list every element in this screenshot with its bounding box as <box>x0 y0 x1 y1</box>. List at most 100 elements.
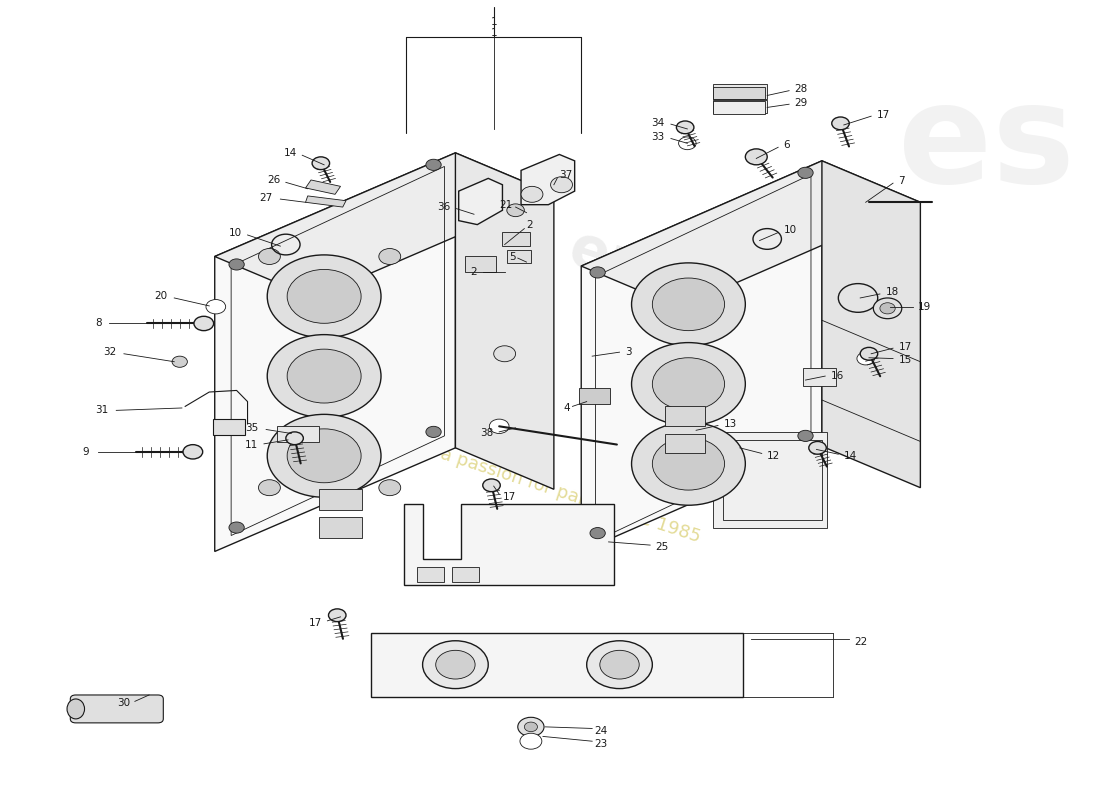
Polygon shape <box>581 161 822 551</box>
Text: 17: 17 <box>899 342 912 351</box>
Bar <box>417 567 444 582</box>
Bar <box>212 419 245 435</box>
Text: es: es <box>898 78 1075 212</box>
Circle shape <box>183 445 202 459</box>
Bar <box>713 86 764 99</box>
Circle shape <box>507 204 525 217</box>
FancyBboxPatch shape <box>70 695 163 723</box>
Bar <box>319 517 362 538</box>
Circle shape <box>746 149 767 165</box>
Text: 25: 25 <box>656 542 669 552</box>
Text: 22: 22 <box>855 637 868 646</box>
Bar <box>713 84 767 98</box>
Bar <box>713 101 764 114</box>
Text: 32: 32 <box>103 347 117 357</box>
Circle shape <box>600 650 639 679</box>
Bar <box>465 256 496 272</box>
Circle shape <box>590 527 605 538</box>
Polygon shape <box>306 180 341 194</box>
Text: 20: 20 <box>155 291 167 302</box>
Text: 29: 29 <box>794 98 807 108</box>
Text: 10: 10 <box>783 225 796 235</box>
Text: 33: 33 <box>651 132 664 142</box>
Circle shape <box>194 316 213 330</box>
Circle shape <box>525 722 538 732</box>
Text: 35: 35 <box>245 423 258 433</box>
Circle shape <box>329 609 346 622</box>
Polygon shape <box>214 153 554 298</box>
Circle shape <box>426 159 441 170</box>
Polygon shape <box>455 153 554 490</box>
Text: 37: 37 <box>559 170 573 180</box>
Circle shape <box>652 438 725 490</box>
Text: 4: 4 <box>563 403 570 413</box>
Text: 10: 10 <box>229 227 242 238</box>
Circle shape <box>798 167 813 178</box>
Polygon shape <box>581 161 921 307</box>
Text: 9: 9 <box>82 447 89 457</box>
Circle shape <box>206 299 225 314</box>
Circle shape <box>436 650 475 679</box>
Circle shape <box>267 414 381 498</box>
Circle shape <box>494 346 516 362</box>
Text: 38: 38 <box>481 429 494 438</box>
Circle shape <box>857 352 874 365</box>
Text: 28: 28 <box>794 84 807 94</box>
Polygon shape <box>214 153 455 551</box>
Text: 7: 7 <box>899 176 905 186</box>
Circle shape <box>426 426 441 438</box>
Text: 18: 18 <box>886 287 899 298</box>
Circle shape <box>551 177 572 193</box>
Text: 19: 19 <box>918 302 932 312</box>
Circle shape <box>808 442 826 454</box>
Text: a passion for parts since 1985: a passion for parts since 1985 <box>438 445 703 546</box>
Text: 6: 6 <box>783 140 790 150</box>
Text: eurospares: eurospares <box>561 220 930 389</box>
Text: 31: 31 <box>96 406 109 415</box>
Circle shape <box>631 263 746 346</box>
Text: 5: 5 <box>509 251 516 262</box>
Circle shape <box>798 430 813 442</box>
Circle shape <box>258 480 280 496</box>
Text: 1: 1 <box>491 28 497 38</box>
Text: 24: 24 <box>594 726 607 736</box>
Text: 14: 14 <box>844 451 857 461</box>
Circle shape <box>679 137 696 150</box>
Circle shape <box>287 270 361 323</box>
Text: 30: 30 <box>118 698 131 708</box>
Bar <box>503 232 530 246</box>
Circle shape <box>652 358 725 410</box>
Circle shape <box>490 419 509 434</box>
Text: 13: 13 <box>724 419 737 429</box>
Text: 34: 34 <box>651 118 664 127</box>
Text: 3: 3 <box>625 347 631 357</box>
Polygon shape <box>306 196 346 207</box>
Text: 8: 8 <box>96 318 102 329</box>
Bar <box>277 426 319 442</box>
Circle shape <box>287 429 361 482</box>
Text: 12: 12 <box>767 451 781 461</box>
Circle shape <box>631 342 746 426</box>
Polygon shape <box>404 504 614 585</box>
Circle shape <box>590 267 605 278</box>
Text: 21: 21 <box>499 200 513 210</box>
Text: 16: 16 <box>830 371 844 381</box>
Text: 23: 23 <box>594 739 607 750</box>
Circle shape <box>172 356 187 367</box>
Text: 17: 17 <box>309 618 322 628</box>
Bar <box>666 406 705 426</box>
Circle shape <box>520 734 542 749</box>
Text: 1: 1 <box>491 17 497 27</box>
Text: 17: 17 <box>877 110 890 119</box>
Circle shape <box>521 186 543 202</box>
Polygon shape <box>459 178 503 225</box>
Bar <box>803 368 836 386</box>
Circle shape <box>832 117 849 130</box>
Circle shape <box>860 347 878 360</box>
Circle shape <box>286 432 304 445</box>
Circle shape <box>652 278 725 330</box>
Circle shape <box>267 255 381 338</box>
Text: 14: 14 <box>284 148 297 158</box>
Circle shape <box>229 259 244 270</box>
Text: 2: 2 <box>471 267 477 278</box>
